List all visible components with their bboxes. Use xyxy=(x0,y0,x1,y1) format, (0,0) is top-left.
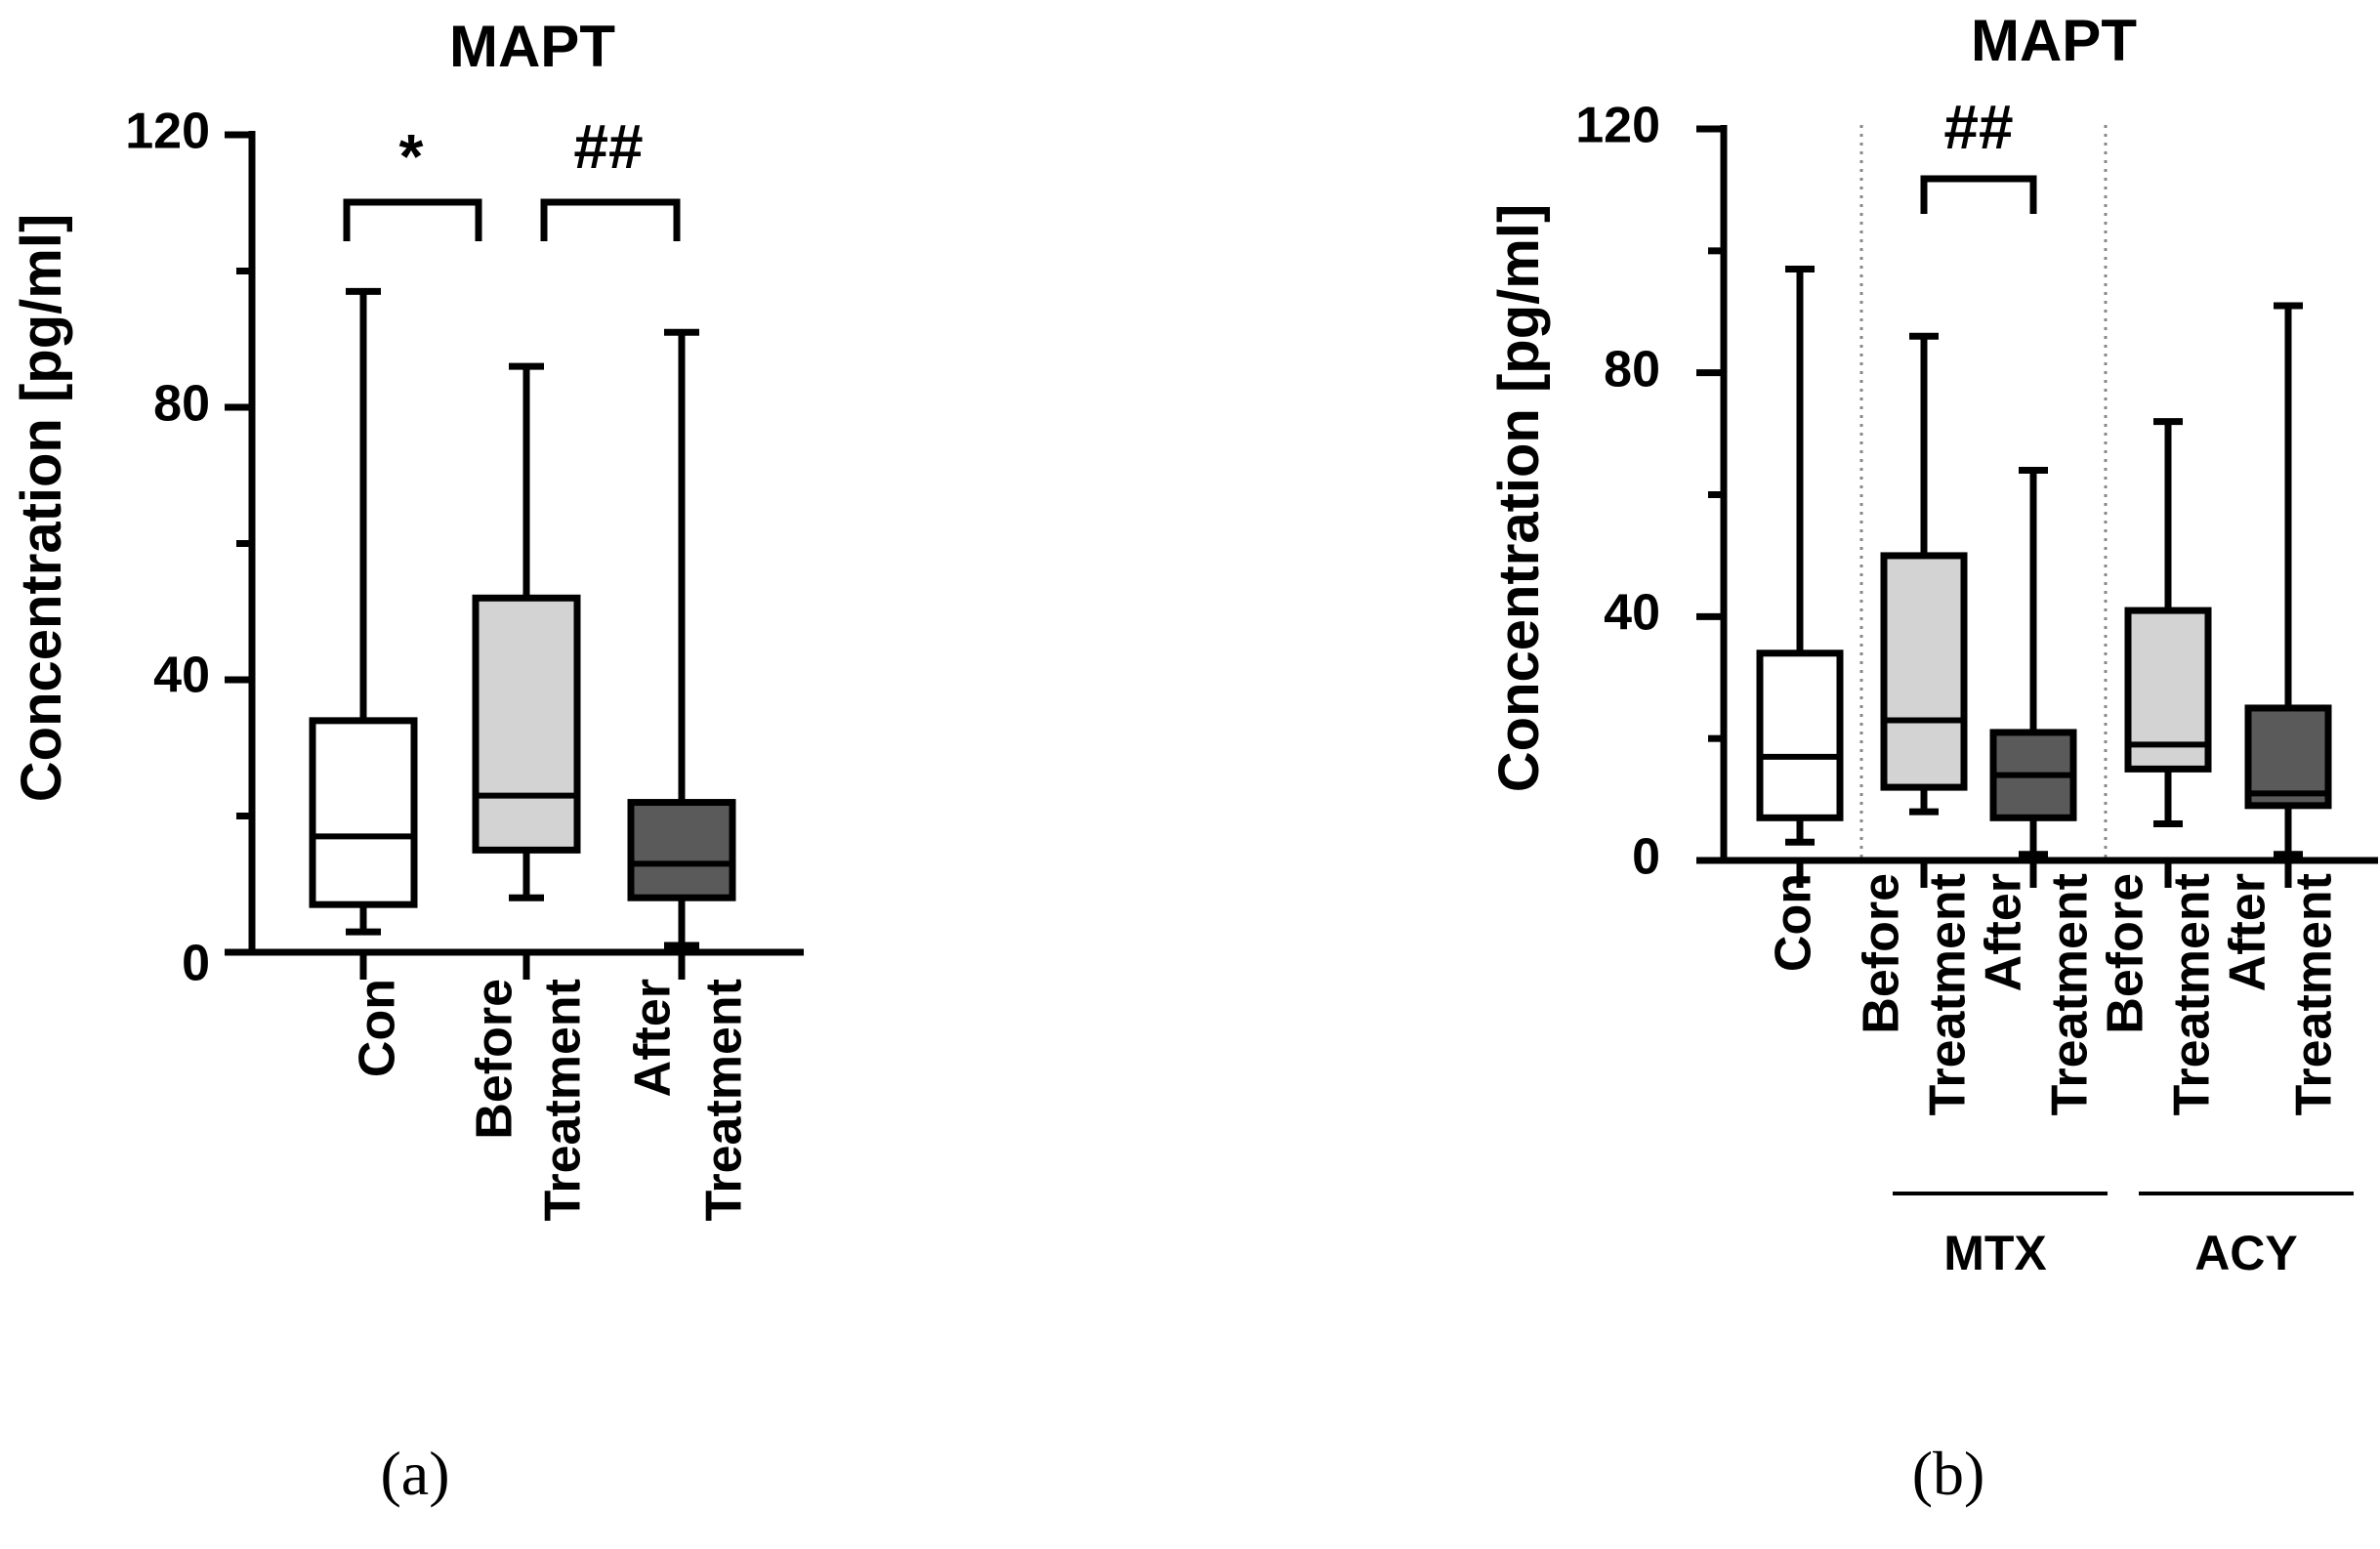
panel-a-caption: (a) xyxy=(380,1439,449,1508)
panel-b-category-label-mtx-before-line1: Before xyxy=(1854,873,1910,1034)
panel-a-category-label-con: Con xyxy=(350,979,406,1077)
panel-b-category-label-mtx-before-line2: Treatment xyxy=(1920,873,1977,1116)
panel-b-category-label-acy-before-line1: Before xyxy=(2098,873,2154,1034)
panel-b-box-4 xyxy=(2244,704,2332,810)
panel-a-significance-label-0: * xyxy=(399,121,424,191)
panel-a-ytick-label-3: 120 xyxy=(125,104,210,160)
panel-b-significance-bracket-0 xyxy=(1920,175,2037,214)
panel-a-category-label-after-line2: Treatment xyxy=(696,979,753,1222)
panel-b-category-label-mtx-after-line2: Treatment xyxy=(2042,873,2099,1116)
panel-b-significance-label-0: ## xyxy=(1943,92,2013,162)
panel-a-ytick-label-1: 40 xyxy=(153,648,210,704)
panel-a-chart: MAPT Concentration [pg/ml] 0 40 80 120 C… xyxy=(10,14,753,1508)
panel-a-box-0 xyxy=(309,717,418,908)
panel-b-caption: (b) xyxy=(1912,1439,1985,1508)
panel-a-category-label-after-line1: After xyxy=(625,979,682,1097)
panel-b-group-label-acy: ACY xyxy=(2194,1226,2298,1280)
panel-b-y-axis-label: Concentration [pg/ml] xyxy=(1487,204,1551,793)
panel-b-category-label-mtx-after-line1: After xyxy=(1976,873,2032,991)
panel-a-significance-bracket-0 xyxy=(343,198,482,241)
panel-a-category-label-before-line1: Before xyxy=(467,979,523,1140)
panel-a-ytick-label-2: 80 xyxy=(153,376,210,433)
panel-b-ytick-label-1: 40 xyxy=(1604,585,1660,642)
panel-b-title: MAPT xyxy=(1971,8,2137,73)
panel-b-box-1 xyxy=(1880,552,1968,791)
panel-a-title: MAPT xyxy=(449,14,615,79)
panel-b-box-0 xyxy=(1756,649,1844,821)
panel-b-chart: MAPT Concentration [pg/ml] 0 40 80 120 C… xyxy=(1487,8,2354,1508)
panel-b-category-label-con: Con xyxy=(1766,873,1822,972)
panel-a-box-1 xyxy=(472,594,581,854)
panel-b-ytick-label-2: 80 xyxy=(1604,342,1660,398)
panel-b-category-label-acy-after-line2: Treatment xyxy=(2286,873,2343,1116)
panel-b-ytick-label-0: 0 xyxy=(1632,829,1660,886)
panel-a-significance-label-1: ## xyxy=(573,111,643,182)
panel-a-significance-bracket-1 xyxy=(540,198,681,241)
panel-a-box-2 xyxy=(627,799,736,901)
chart-marks xyxy=(225,125,2378,980)
panel-a-y-axis-label: Concentration [pg/ml] xyxy=(10,214,73,803)
panel-b-category-label-acy-after-line1: After xyxy=(2220,873,2276,991)
panel-a-ytick-label-0: 0 xyxy=(182,936,210,992)
panel-a-category-label-before-line2: Treatment xyxy=(535,979,592,1222)
panel-b-category-label-acy-before-line2: Treatment xyxy=(2164,873,2221,1116)
panel-b-group-label-mtx: MTX xyxy=(1943,1226,2047,1280)
panel-b-ytick-label-3: 120 xyxy=(1575,98,1660,154)
